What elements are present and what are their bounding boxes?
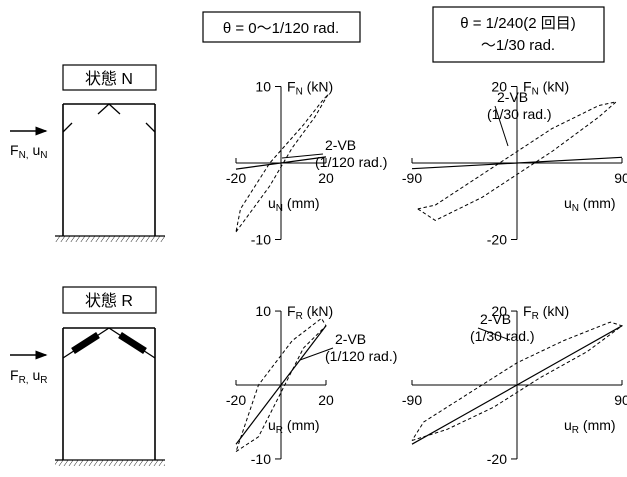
y-axis-label: FR (kN) <box>523 303 569 322</box>
structure-n: 状態 N FN, uN <box>10 64 165 242</box>
series-solid <box>411 325 623 445</box>
structure-r: 状態 R FR, uR <box>10 286 165 466</box>
series-dashed <box>235 317 327 453</box>
x-tick-label: 90 <box>614 170 627 186</box>
chart-r-large: -90 90 20 -20 FR (kN) uR (mm) 2-VB(1/30 rad.) <box>402 303 627 467</box>
annotation-leader <box>477 327 511 341</box>
x-axis-label: uR (mm) <box>268 417 320 436</box>
x-tick-label: 20 <box>318 392 334 408</box>
y-axis-label: FR (kN) <box>287 303 333 322</box>
load-label-n: FN, uN <box>10 142 47 161</box>
x-tick-label: -90 <box>402 392 422 408</box>
annotation-leader <box>494 105 509 147</box>
state-n-label: 状態 N <box>85 70 133 88</box>
annotation-line1: 2-VB <box>497 89 528 105</box>
y-tick-label: 10 <box>255 303 271 319</box>
x-tick-label: -20 <box>226 392 246 408</box>
x-tick-label: -20 <box>226 170 246 186</box>
annotation-line1: 2-VB <box>480 311 511 327</box>
load-label-r: FR, uR <box>10 367 47 386</box>
y-tick-label: 10 <box>255 79 271 95</box>
ground-r <box>55 460 165 466</box>
chart-n-large: -90 90 20 -20 FN (kN) uN (mm) 2-VB(1/30 rad.) <box>402 79 627 248</box>
y-tick-label: -10 <box>251 232 271 248</box>
header-right-line2: 〜1/30 rad. <box>481 37 555 54</box>
x-tick-label: -90 <box>402 170 422 186</box>
brace-stub-top-n <box>97 103 121 115</box>
series-dashed <box>235 93 329 233</box>
annotation-line2: (1/120 rad.) <box>325 348 397 364</box>
x-axis-label: uN (mm) <box>268 195 320 214</box>
chart-r-small: -20 20 10 -10 FR (kN) uR (mm) 2-VB(1/120 rad.) <box>226 303 397 467</box>
state-r-label: 状態 R <box>85 292 133 310</box>
series-dashed <box>411 321 624 441</box>
header-right: θ = 1/240(2 回目) 〜1/30 rad. <box>432 6 605 63</box>
header-right-line1: θ = 1/240(2 回目) <box>460 15 575 32</box>
series-dashed <box>417 101 617 221</box>
annotation-line2: (1/120 rad.) <box>315 154 387 170</box>
y-tick-label: -20 <box>487 451 507 467</box>
annotation-leader <box>281 153 324 159</box>
header-left: θ = 0〜1/120 rad. <box>202 11 361 43</box>
series-solid <box>235 156 327 170</box>
x-tick-label: 20 <box>318 170 334 186</box>
series-solid <box>235 325 327 445</box>
annotation-line2: (1/30 rad.) <box>487 106 552 122</box>
brace-stub-left-n <box>62 122 73 133</box>
annotation-line2: (1/30 rad.) <box>470 328 535 344</box>
annotation-leader <box>299 347 334 361</box>
annotation-line1: 2-VB <box>335 331 366 347</box>
annotation-line1: 2-VB <box>325 137 356 153</box>
damper-left-r <box>71 332 100 354</box>
series-solid <box>411 156 623 170</box>
x-axis-label: uN (mm) <box>564 195 616 214</box>
y-tick-label: 20 <box>491 303 507 319</box>
damper-right-r <box>118 332 147 354</box>
y-tick-label: -10 <box>251 451 271 467</box>
y-tick-label: -20 <box>487 232 507 248</box>
x-tick-label: 90 <box>614 392 627 408</box>
ground-n <box>55 236 165 242</box>
x-axis-label: uR (mm) <box>564 417 616 436</box>
y-tick-label: 20 <box>491 79 507 95</box>
header-left-text: θ = 0〜1/120 rad. <box>223 20 339 37</box>
brace-stub-right-n <box>145 122 156 133</box>
y-axis-label: FN (kN) <box>523 79 569 98</box>
y-axis-label: FN (kN) <box>287 79 333 98</box>
chart-n-small: -20 20 10 -10 FN (kN) uN (mm) 2-VB(1/120 rad.) <box>226 79 387 248</box>
